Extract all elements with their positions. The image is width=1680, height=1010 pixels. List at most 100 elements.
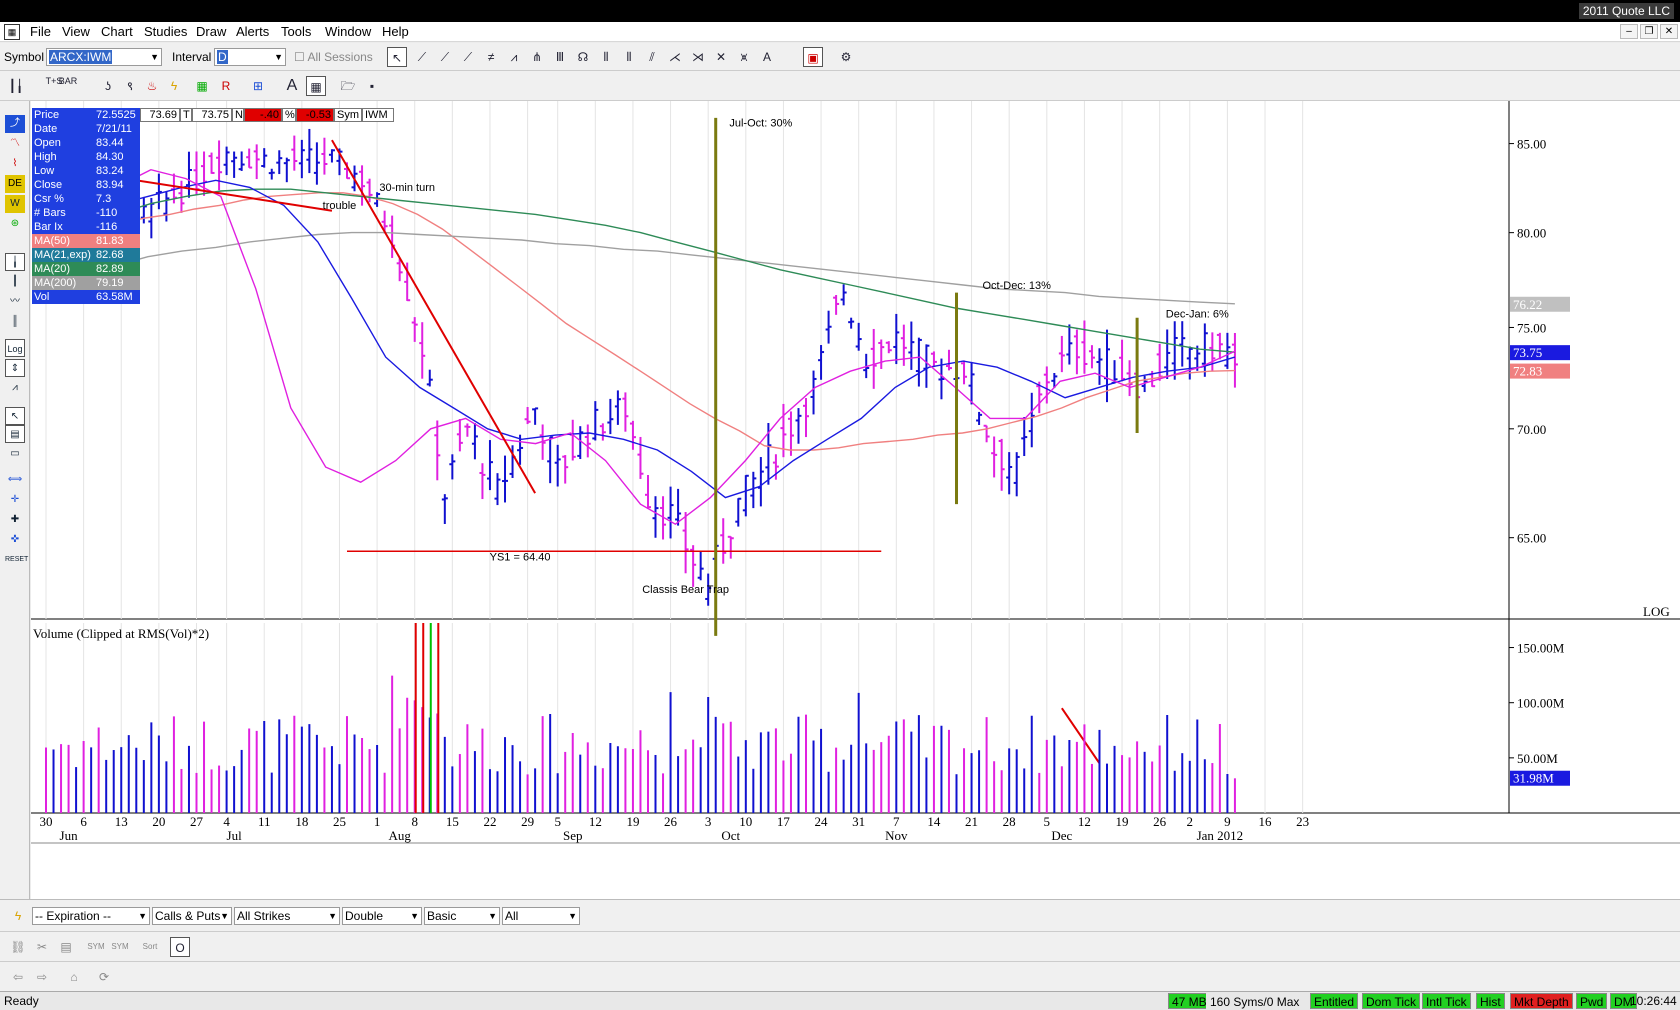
data-window-icon[interactable]: ▤: [5, 425, 25, 443]
all-select[interactable]: All ▼: [502, 907, 580, 925]
speed-lines-icon[interactable]: ⫽: [649, 50, 655, 64]
grid-tool-icon[interactable]: ▦: [306, 76, 326, 96]
fibonacci-icon[interactable]: Ⅲ: [555, 50, 565, 64]
w-icon[interactable]: W: [5, 195, 25, 213]
zoom-reset-icon[interactable]: ✜: [10, 534, 20, 545]
price-tick-label: 80.00: [1517, 226, 1546, 241]
auto-scale-icon[interactable]: ⇕: [5, 359, 25, 377]
menu-view[interactable]: View: [62, 24, 90, 39]
ma-line: [45, 231, 1235, 305]
curve-tool-icon[interactable]: ९: [126, 79, 134, 93]
log-scale-button[interactable]: Log: [5, 339, 25, 357]
time-zones-icon[interactable]: ⦀: [626, 50, 632, 64]
memory-badge: 47 MB: [1168, 993, 1211, 1009]
price-tag-label: 72.83: [1513, 364, 1542, 379]
sort-icon[interactable]: Sort: [142, 942, 158, 951]
studies-icon[interactable]: ⤴: [5, 115, 25, 133]
histogram-style-icon[interactable]: ║: [11, 316, 19, 327]
forward-icon[interactable]: ⇨: [36, 970, 48, 984]
text-tool-icon[interactable]: A: [762, 50, 771, 64]
open-folder-icon[interactable]: 🗁: [340, 79, 356, 93]
menu-file[interactable]: File: [30, 24, 51, 39]
radar-tool-icon[interactable]: R: [221, 79, 231, 93]
interval-select[interactable]: D ▼: [214, 48, 286, 66]
bar-style-icon[interactable]: ╽: [5, 253, 25, 271]
scanner-tool-icon[interactable]: ▦: [196, 79, 208, 93]
basic-select[interactable]: Basic ▼: [424, 907, 500, 925]
close-icon[interactable]: ✕: [1660, 24, 1678, 39]
cross-tool-icon[interactable]: ✕: [715, 50, 727, 64]
candle-style-icon[interactable]: ┃: [11, 276, 19, 287]
scissors-icon[interactable]: ✂: [36, 940, 48, 954]
ray-tool-icon[interactable]: ⟋: [440, 50, 450, 64]
symbol-input[interactable]: ARCX:IWM ▼: [46, 48, 162, 66]
record-tool-icon[interactable]: ▣: [803, 47, 823, 67]
zoom-horizontal-icon[interactable]: ⟺: [7, 474, 23, 485]
fib-fan-icon[interactable]: ☊: [577, 50, 589, 64]
expiration-select[interactable]: -- Expiration -- ▼: [32, 907, 150, 925]
price-tag-label: 76.22: [1513, 297, 1542, 312]
minimize-icon[interactable]: –: [1620, 24, 1638, 39]
x-tick-label: 22: [483, 814, 496, 829]
time-and-sales-button[interactable]: T+S: [45, 76, 63, 86]
refresh-icon[interactable]: ⟳: [98, 970, 110, 984]
menu-tools[interactable]: Tools: [281, 24, 312, 39]
menu-chart[interactable]: Chart: [101, 24, 133, 39]
app-icon[interactable]: ▦: [4, 24, 20, 40]
month-label: Oct: [721, 828, 740, 843]
gann-fan-icon[interactable]: ⋌: [669, 50, 681, 64]
quote-board-icon[interactable]: ⊞: [252, 79, 264, 93]
andrews-fork-icon[interactable]: ⋔: [531, 50, 543, 64]
regression-tool-icon[interactable]: ⩘: [510, 50, 518, 64]
hist-badge: Hist: [1476, 993, 1505, 1009]
properties-icon[interactable]: ⚙: [840, 50, 852, 64]
zoom-out-icon[interactable]: ✚: [10, 514, 20, 525]
table-icon[interactable]: ▤: [60, 940, 72, 954]
line-tool-icon[interactable]: ⟋: [417, 50, 427, 64]
restore-icon[interactable]: ❐: [1640, 24, 1658, 39]
chain-icon[interactable]: ⛓: [10, 940, 26, 954]
lightning-icon[interactable]: ϟ: [14, 909, 22, 923]
reset-button[interactable]: RESET: [5, 556, 29, 563]
strikes-select[interactable]: All Strikes ▼: [234, 907, 340, 925]
lightning-tool-icon[interactable]: ϟ: [170, 79, 178, 93]
linear-scale-icon[interactable]: ⩘: [12, 382, 18, 393]
curly-tool-icon[interactable]: ʖ: [105, 79, 111, 93]
all-sessions-checkbox[interactable]: ☐ All Sessions: [294, 50, 373, 64]
menu-window[interactable]: Window: [325, 24, 372, 39]
bar-button[interactable]: BAR: [58, 76, 78, 86]
pointer-tool-icon[interactable]: ↖: [387, 47, 407, 67]
scan-icon[interactable]: ⊛: [10, 218, 20, 229]
save-icon[interactable]: ▪: [369, 79, 375, 93]
menu-draw[interactable]: Draw: [196, 24, 227, 39]
entitled-badge: Entitled: [1310, 993, 1359, 1009]
panel-icon[interactable]: ▭: [10, 448, 20, 459]
indicator-icon[interactable]: ⌇: [12, 158, 18, 169]
double-select[interactable]: Double ▼: [342, 907, 422, 925]
back-icon[interactable]: ⇦: [12, 970, 24, 984]
menu-studies[interactable]: Studies: [144, 24, 188, 39]
price-chart[interactable]: Jul-Oct: 30% Oct-Dec: 13% Dec-Jan: 6% 30-mi…: [31, 101, 1680, 899]
flame-tool-icon[interactable]: ♨: [146, 79, 158, 93]
menu-alerts[interactable]: Alerts: [236, 24, 270, 39]
chart-type-icon[interactable]: ┃╽: [8, 79, 24, 93]
channel-tool-icon[interactable]: ≠: [487, 50, 495, 64]
calls-puts-select[interactable]: Calls & Puts ▼: [152, 907, 232, 925]
extended-line-icon[interactable]: ⟋: [463, 50, 473, 64]
de-icon[interactable]: DE: [5, 175, 25, 193]
cursor-icon[interactable]: ↖: [5, 407, 25, 425]
overlay-icon[interactable]: 〽: [10, 138, 20, 149]
chart-area[interactable]: Jul-Oct: 30% Oct-Dec: 13% Dec-Jan: 6% 30-mi…: [31, 101, 1680, 899]
pattern-tool-icon[interactable]: ⋊: [692, 50, 704, 64]
sym-alt-icon[interactable]: SYM: [111, 942, 129, 951]
sym-icon[interactable]: SYM: [87, 942, 105, 951]
options-icon[interactable]: O: [170, 937, 190, 957]
font-tool-icon[interactable]: A: [286, 77, 298, 94]
menu-help[interactable]: Help: [382, 24, 409, 39]
home-icon[interactable]: ⌂: [70, 970, 78, 984]
month-label: Dec: [1051, 828, 1072, 843]
line-style-icon[interactable]: 〰: [10, 296, 20, 307]
cycle-tool-icon[interactable]: ⦀: [603, 50, 609, 64]
wave-tool-icon[interactable]: ⩙: [740, 50, 748, 64]
zoom-in-icon[interactable]: ✛: [10, 494, 20, 505]
